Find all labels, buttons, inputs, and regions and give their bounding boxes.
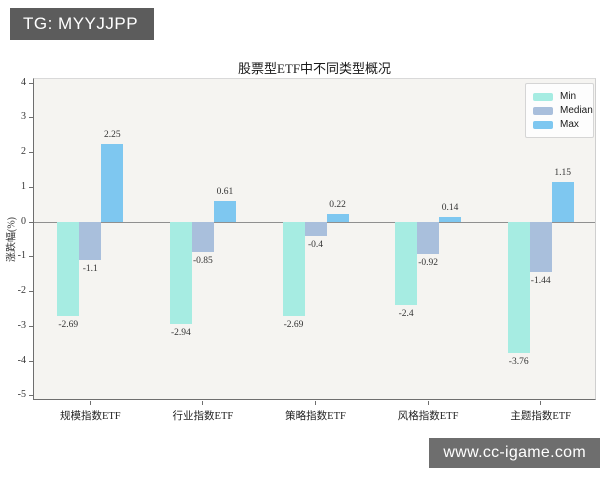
tg-badge: TG: MYYJJPP: [10, 8, 155, 40]
bar-median-3: [417, 222, 440, 255]
bar-min-1: [169, 222, 192, 325]
x-tick-label-4: 主题指数ETF: [510, 411, 572, 422]
bar-median-2: [304, 222, 327, 236]
x-tick-mark: [427, 401, 429, 405]
bar-value-label: -0.4: [307, 240, 324, 250]
x-tick-label-0: 规模指数ETF: [59, 411, 121, 422]
bar-value-label: -2.94: [170, 328, 191, 339]
x-tick-label-3: 风格指数ETF: [397, 411, 459, 422]
tg-badge-text: TG: MYYJJPP: [23, 14, 139, 33]
bar-max-4: [551, 182, 574, 223]
y-tick-label: 1: [21, 180, 26, 192]
bar-value-label: 2.25: [103, 129, 121, 140]
bar-value-label: -2.69: [58, 319, 79, 330]
bar-value-label: -3.76: [508, 356, 529, 367]
y-tick-label: -2: [17, 285, 26, 297]
x-tick-mark: [89, 401, 91, 405]
plot-area: Min Median Max 4 3 2 1 0 -1 -2 -3 -4 -5 规模指数ETF 行业指数E…: [18, 77, 596, 422]
x-tick-mark: [540, 401, 542, 405]
y-tick-label: -1: [17, 250, 26, 262]
y-tick-mark: [29, 291, 33, 293]
y-tick-label: 0: [21, 215, 26, 227]
bar-median-0: [79, 222, 102, 261]
legend-row-min: Min: [533, 90, 587, 104]
bar-value-label: 1.15: [554, 168, 571, 179]
y-tick-label: 3: [21, 111, 26, 123]
bar-value-label: -2.4: [398, 309, 414, 320]
bar-value-label: -0.85: [192, 255, 213, 266]
legend-row-median: Median: [533, 104, 593, 118]
legend-label: Max: [560, 119, 579, 130]
y-tick-mark: [29, 117, 33, 119]
watermark-badge: www.cc-igame.com: [429, 438, 600, 468]
y-tick-label: -3: [17, 319, 26, 331]
bar-value-label: 0.22: [329, 200, 346, 211]
y-tick-mark: [29, 325, 33, 327]
y-tick-mark: [29, 221, 33, 223]
bar-value-label: -1.44: [530, 276, 551, 287]
y-tick-label: 2: [21, 146, 26, 158]
x-tick-label-2: 策略指数ETF: [285, 411, 346, 422]
y-tick-label: -5: [17, 389, 26, 401]
bar-value-label: 0.61: [216, 186, 234, 197]
bar-max-3: [439, 217, 462, 223]
chart-title: 股票型ETF中不同类型概况: [237, 61, 392, 76]
x-tick-mark: [315, 401, 316, 405]
x-tick-label-1: 行业指数ETF: [172, 411, 234, 422]
y-tick-mark: [29, 395, 33, 397]
bar-max-0: [101, 143, 124, 223]
bar-value-label: -0.92: [418, 258, 438, 269]
legend-swatch-icon: [533, 107, 553, 115]
y-tick-mark: [29, 186, 33, 188]
bar-value-label: 0.14: [441, 203, 459, 214]
watermark-text: www.cc-igame.com: [443, 444, 586, 461]
y-tick-mark: [29, 152, 33, 154]
bar-value-label: -1.1: [82, 264, 98, 275]
y-tick-mark: [29, 360, 33, 362]
legend-label: Median: [560, 105, 593, 116]
y-tick-label: 4: [21, 76, 26, 88]
bar-max-2: [326, 214, 349, 223]
legend-row-max: Max: [533, 118, 587, 132]
bar-max-1: [213, 200, 236, 223]
bar-median-1: [191, 222, 214, 252]
bar-min-4: [507, 222, 530, 353]
bar-min-0: [57, 222, 80, 316]
bar-value-label: -2.69: [283, 319, 304, 330]
y-tick-mark: [29, 256, 33, 258]
x-tick-mark: [202, 401, 204, 405]
y-tick-label: -4: [17, 354, 26, 366]
bar-min-3: [395, 222, 418, 306]
bar-median-4: [529, 222, 552, 273]
legend-label: Min: [560, 91, 577, 102]
bar-min-2: [282, 222, 305, 316]
y-tick-mark: [29, 82, 33, 84]
legend-swatch-icon: [533, 121, 553, 129]
legend-swatch-icon: [533, 93, 553, 101]
chart-legend: Min Median Max: [525, 83, 594, 138]
